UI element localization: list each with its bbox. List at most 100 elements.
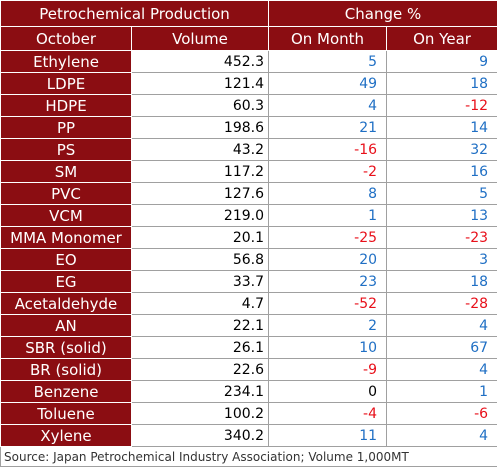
row-on-month-cell: 10 <box>269 337 387 359</box>
row-name-cell: HDPE <box>1 95 132 117</box>
column-header-month: October <box>1 27 132 51</box>
row-on-month-cell: 4 <box>269 95 387 117</box>
row-on-month-cell: -4 <box>269 403 387 425</box>
row-volume-cell: 20.1 <box>132 227 269 249</box>
column-header-row: October Volume On Month On Year <box>1 27 497 51</box>
row-volume-cell: 100.2 <box>132 403 269 425</box>
row-on-month-cell: 0 <box>269 381 387 403</box>
row-on-month-cell: 8 <box>269 183 387 205</box>
row-name-cell: SM <box>1 161 132 183</box>
row-volume-cell: 33.7 <box>132 271 269 293</box>
column-header-on-month: On Month <box>269 27 387 51</box>
row-on-year-cell: 4 <box>387 425 497 447</box>
row-on-year-cell: -6 <box>387 403 497 425</box>
production-table-container: Petrochemical Production Change % Octobe… <box>0 0 497 451</box>
change-title: Change % <box>269 1 497 27</box>
title-row: Petrochemical Production Change % <box>1 1 497 27</box>
source-note: Source: Japan Petrochemical Industry Ass… <box>1 447 497 467</box>
column-header-on-year: On Year <box>387 27 497 51</box>
row-name-cell: BR (solid) <box>1 359 132 381</box>
row-on-month-cell: -2 <box>269 161 387 183</box>
row-on-month-cell: 1 <box>269 205 387 227</box>
row-volume-cell: 121.4 <box>132 73 269 95</box>
row-name-cell: PS <box>1 139 132 161</box>
row-on-year-cell: -28 <box>387 293 497 315</box>
row-on-month-cell: -25 <box>269 227 387 249</box>
row-on-month-cell: 23 <box>269 271 387 293</box>
row-volume-cell: 43.2 <box>132 139 269 161</box>
row-on-year-cell: 32 <box>387 139 497 161</box>
row-name-cell: SBR (solid) <box>1 337 132 359</box>
row-name-cell: Benzene <box>1 381 132 403</box>
row-volume-cell: 22.6 <box>132 359 269 381</box>
row-volume-cell: 26.1 <box>132 337 269 359</box>
row-on-month-cell: 2 <box>269 315 387 337</box>
row-on-year-cell: 16 <box>387 161 497 183</box>
row-on-year-cell: 14 <box>387 117 497 139</box>
row-on-year-cell: -12 <box>387 95 497 117</box>
row-name-cell: LDPE <box>1 73 132 95</box>
row-on-year-cell: 4 <box>387 359 497 381</box>
row-volume-cell: 60.3 <box>132 95 269 117</box>
row-name-cell: VCM <box>1 205 132 227</box>
row-volume-cell: 22.1 <box>132 315 269 337</box>
row-on-year-cell: 18 <box>387 73 497 95</box>
row-on-year-cell: 5 <box>387 183 497 205</box>
row-on-year-cell: 18 <box>387 271 497 293</box>
row-on-month-cell: -16 <box>269 139 387 161</box>
row-volume-cell: 234.1 <box>132 381 269 403</box>
column-header-volume: Volume <box>132 27 269 51</box>
row-on-month-cell: -52 <box>269 293 387 315</box>
row-on-year-cell: -23 <box>387 227 497 249</box>
table-title: Petrochemical Production <box>1 1 269 27</box>
row-volume-cell: 198.6 <box>132 117 269 139</box>
row-on-month-cell: 21 <box>269 117 387 139</box>
row-on-month-cell: 49 <box>269 73 387 95</box>
row-on-year-cell: 4 <box>387 315 497 337</box>
row-on-year-cell: 13 <box>387 205 497 227</box>
row-name-cell: EG <box>1 271 132 293</box>
row-name-cell: MMA Monomer <box>1 227 132 249</box>
row-on-month-cell: -9 <box>269 359 387 381</box>
row-on-year-cell: 1 <box>387 381 497 403</box>
row-volume-cell: 219.0 <box>132 205 269 227</box>
row-on-month-cell: 5 <box>269 51 387 73</box>
row-name-cell: Acetaldehyde <box>1 293 132 315</box>
row-name-cell: PP <box>1 117 132 139</box>
row-name-cell: EO <box>1 249 132 271</box>
row-on-month-cell: 20 <box>269 249 387 271</box>
row-volume-cell: 127.6 <box>132 183 269 205</box>
row-name-cell: Ethylene <box>1 51 132 73</box>
row-volume-cell: 340.2 <box>132 425 269 447</box>
row-name-cell: Toluene <box>1 403 132 425</box>
row-on-year-cell: 9 <box>387 51 497 73</box>
row-name-cell: PVC <box>1 183 132 205</box>
row-volume-cell: 452.3 <box>132 51 269 73</box>
row-name-cell: Xylene <box>1 425 132 447</box>
row-volume-cell: 117.2 <box>132 161 269 183</box>
row-on-year-cell: 67 <box>387 337 497 359</box>
row-name-cell: AN <box>1 315 132 337</box>
source-row: Source: Japan Petrochemical Industry Ass… <box>1 447 497 467</box>
row-volume-cell: 4.7 <box>132 293 269 315</box>
row-on-year-cell: 3 <box>387 249 497 271</box>
